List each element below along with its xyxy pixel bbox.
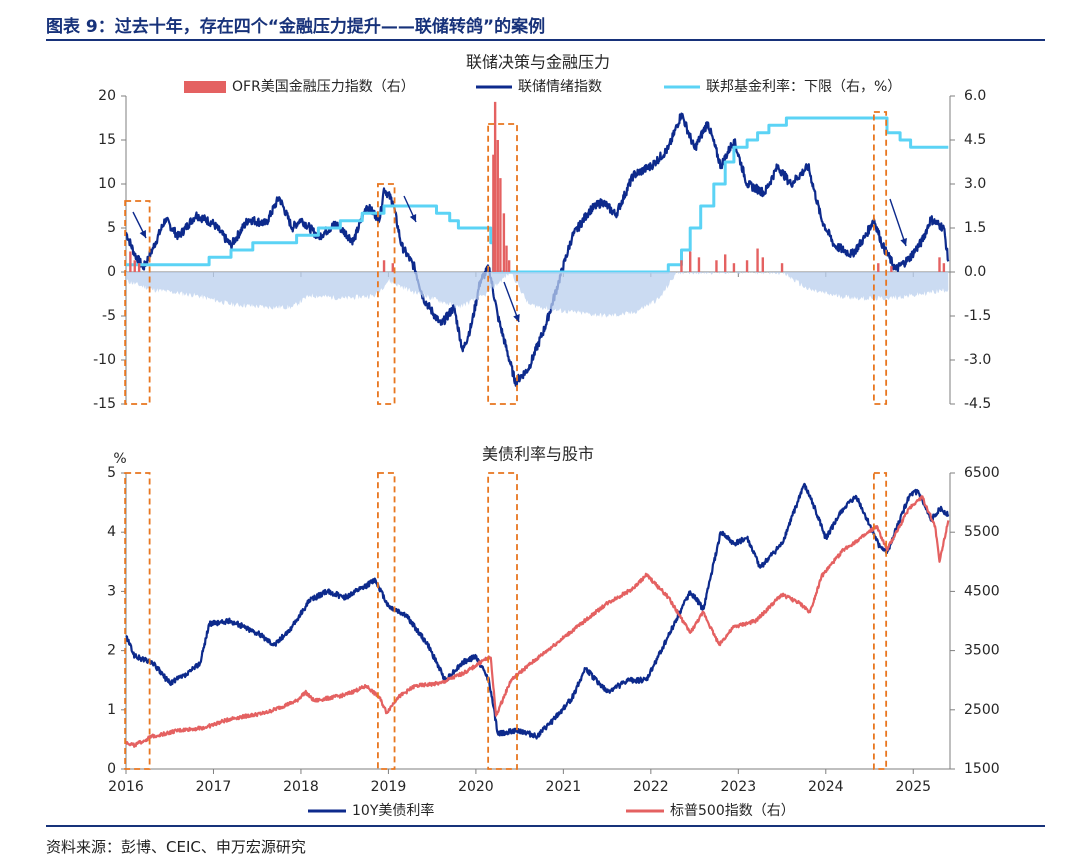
- panel1-right-tick-label: -4.5: [964, 396, 991, 412]
- panel1-ofr-spike: [732, 263, 736, 272]
- panel1-right-tick-label: 6.0: [964, 88, 986, 104]
- panel1-ofr-spike: [137, 263, 141, 272]
- trend-arrow-head: [513, 314, 520, 322]
- panel1-ofr-spike: [129, 251, 132, 272]
- panel2-right-tick-label: 4500: [964, 583, 1000, 599]
- trend-arrow-head: [900, 238, 907, 246]
- panel1-ofr-spike: [689, 251, 692, 272]
- panel1-ofr-spike: [756, 248, 759, 272]
- panel2-x-tick-label: 2025: [895, 779, 931, 795]
- panel2-left-tick-label: 0: [107, 761, 116, 777]
- panel2-x-tick-label: 2022: [633, 779, 669, 795]
- panel1-ofr-spike: [496, 140, 499, 272]
- panel1-ofr-spike: [505, 245, 508, 272]
- panel2-x-tick-label: 2023: [720, 779, 756, 795]
- trend-arrow-head: [409, 214, 417, 222]
- panel1-series-primary-line: [124, 112, 950, 387]
- legend-10y-label: 10Y美债利率: [352, 802, 434, 819]
- panel2-x-tick-label: 2017: [196, 779, 232, 795]
- panel1-right-tick-label: 3.0: [964, 176, 986, 192]
- panel2-x-tick-label: 2019: [371, 779, 407, 795]
- panel1-right-tick-label: 4.5: [964, 132, 986, 148]
- panel1-ofr-spike: [877, 263, 880, 272]
- panel1-highlight-box: [872, 111, 888, 405]
- panel1-ofr-spike: [507, 260, 511, 272]
- panel2-left-tick-label: 5: [107, 465, 116, 481]
- panel2-x-tick-label: 2021: [546, 779, 582, 795]
- panel2-left-tick-label: 2: [107, 643, 116, 659]
- legend-sp500-label: 标普500指数（右）: [670, 803, 795, 819]
- panel2-x-tick-label: 2020: [458, 779, 494, 795]
- panel2-highlight-box: [124, 472, 151, 770]
- panel1-ofr-spike: [382, 260, 386, 272]
- panel1-ofr-spike: [723, 254, 727, 272]
- panel2-right-tick-label: 6500: [964, 465, 1000, 481]
- panel1-ofr-spike: [761, 257, 765, 272]
- source-note: 资料来源：彭博、CEIC、申万宏源研究: [46, 838, 306, 856]
- panel1-right-tick-label: 1.5: [964, 220, 986, 236]
- panel2-highlight-box: [487, 472, 518, 770]
- panel2-series-primary-line: [125, 482, 950, 740]
- panel2-right-tick-label: 1500: [964, 761, 1000, 777]
- panel1-ofr-spike: [492, 154, 495, 272]
- source-rule: [46, 825, 1045, 827]
- panel1-ofr-spike: [715, 260, 718, 272]
- panel1-left-tick-label: 15: [98, 132, 116, 148]
- panel1-ofr-spike: [745, 260, 749, 272]
- panel1-ofr-spike: [890, 266, 893, 272]
- panel1-ofr-spike: [493, 101, 497, 272]
- panel2-left-tick-label: 4: [107, 524, 116, 540]
- panel2-left-tick-label: 3: [107, 583, 116, 599]
- panel1-left-tick-label: -10: [93, 352, 116, 368]
- panel1-ofr-spike: [502, 213, 506, 272]
- title-rule: [46, 39, 1045, 41]
- panel1-ofr-spike: [133, 260, 136, 272]
- panel1-highlight-box: [124, 200, 151, 405]
- panel1-ofr-spike: [680, 260, 683, 272]
- panel1-left-tick-label: 5: [107, 220, 116, 236]
- panel1-title: 联储决策与金融压力: [466, 53, 610, 72]
- panel1-left-tick-label: 20: [98, 88, 116, 104]
- panel2-y-unit: %: [113, 451, 126, 467]
- trend-arrow: [889, 198, 907, 247]
- chart-canvas: 联储决策与金融压力20151050-5-10-156.04.53.01.50.0…: [93, 53, 1000, 820]
- panel1-ofr-spike: [938, 257, 941, 272]
- panel1-left-tick-label: 10: [98, 176, 116, 192]
- panel2-x-tick-label: 2024: [808, 779, 844, 795]
- panel1-left-tick-label: -5: [102, 308, 116, 324]
- panel2-series-secondary-line: [124, 495, 950, 748]
- panel2-right-tick-label: 2500: [964, 702, 1000, 718]
- panel2-left-tick-label: 1: [107, 702, 116, 718]
- legend-fed-funds-label: 联邦基金利率：下限（右，%）: [706, 78, 901, 95]
- panel1-ofr-spike: [499, 178, 502, 272]
- trend-arrow-head: [139, 230, 146, 238]
- panel2-highlight-box: [872, 472, 888, 770]
- panel1-left-tick-label: 0: [107, 264, 116, 280]
- figure-title: 图表 9：过去十年，存在四个“金融压力提升——联储转鸽”的案例: [46, 17, 546, 37]
- legend-fed-sentiment-label: 联储情绪指数: [518, 79, 602, 95]
- panel2-right-tick-label: 3500: [964, 643, 1000, 659]
- panel1-ofr-spike: [942, 263, 946, 272]
- panel1-right-tick-label: 0.0: [964, 264, 986, 280]
- panel1-ofr-spike: [780, 263, 784, 272]
- legend-ofr-label: OFR美国金融压力指数（右）: [232, 79, 415, 95]
- panel1-ofr-negative-area: [126, 272, 949, 318]
- panel1-highlight-box: [377, 183, 396, 405]
- panel2-x-tick-label: 2016: [108, 779, 144, 795]
- panel1-ofr-spike: [697, 257, 701, 272]
- panel1-series-fed-funds-line: [126, 116, 949, 274]
- panel2-title: 美债利率与股市: [482, 445, 594, 464]
- panel1-left-tick-label: -15: [93, 396, 116, 412]
- panel1-ofr-spike: [391, 263, 394, 272]
- panel1-right-tick-label: -1.5: [964, 308, 991, 324]
- panel2-x-tick-label: 2018: [283, 779, 319, 795]
- panel1-right-tick-label: -3.0: [964, 352, 991, 368]
- legend-ofr-swatch: [184, 81, 226, 93]
- panel1-highlight-box: [487, 123, 518, 405]
- panel2-right-tick-label: 5500: [964, 524, 1000, 540]
- panel2-highlight-box: [377, 472, 396, 770]
